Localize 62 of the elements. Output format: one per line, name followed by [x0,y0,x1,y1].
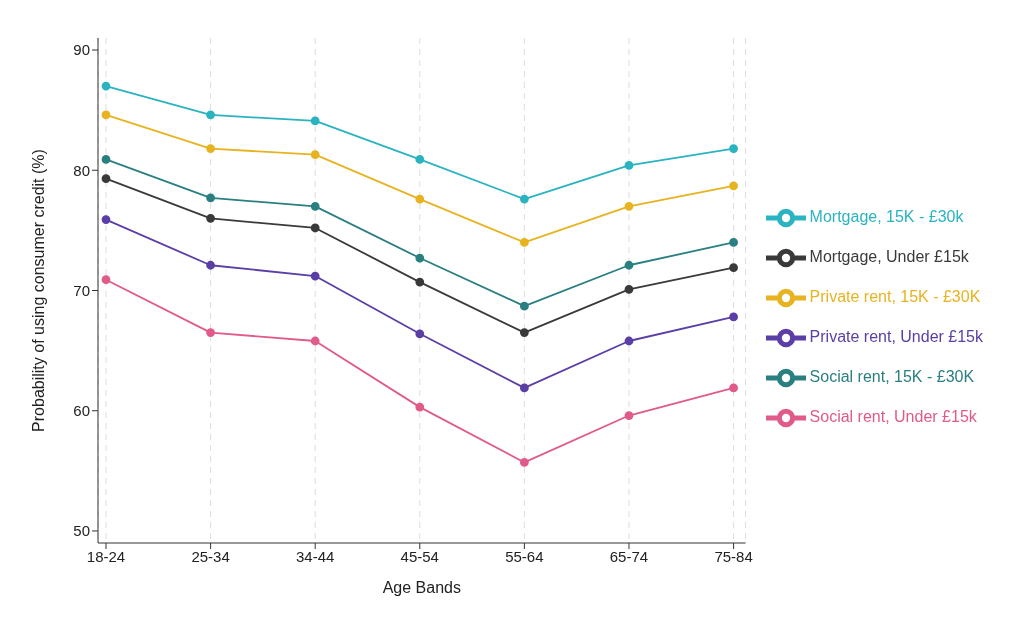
point [415,329,425,339]
point [729,238,738,247]
point [415,155,425,164]
y-tick-label: 80 [73,161,90,179]
point [310,150,320,160]
point [729,144,738,154]
legend-label: Social rent, Under £15k [809,408,977,426]
point [206,260,215,270]
x-tick-label: 34-44 [296,547,335,565]
point [729,383,738,393]
legend-label: Private rent, Under £15k [809,328,983,346]
point [310,201,320,211]
y-tick-label: 60 [73,402,90,420]
legend-label: Mortgage, Under £15k [809,248,969,266]
point [519,301,529,311]
point [729,312,738,322]
point [519,328,529,337]
point [310,271,320,281]
point [101,174,111,184]
y-tick-label: 50 [73,522,90,540]
x-tick-label: 45-54 [400,547,439,565]
point [206,110,215,120]
point [101,110,111,120]
point [101,215,111,224]
point [415,194,425,204]
point [206,193,215,203]
x-tick-label: 55-64 [505,547,544,565]
point [415,277,425,287]
legend-label: Social rent, 15K - £30K [809,368,975,386]
y-tick-label: 90 [73,41,90,59]
point [206,213,215,223]
legend-label: Mortgage, 15K - £30k [809,208,964,226]
point [310,336,320,346]
point [415,402,425,412]
point [206,328,215,337]
point [624,284,634,294]
legend-label: Private rent, 15K - £30K [809,288,981,306]
point [101,155,111,164]
point [310,223,320,233]
x-tick-label: 65-74 [609,547,649,565]
x-tick-label: 75-84 [714,547,753,565]
y-tick-label: 70 [73,281,90,299]
point [206,144,215,154]
point [519,383,529,393]
point [101,81,111,91]
x-tick-label: 25-34 [191,547,230,565]
y-axis-title: Probability of using consumer credit (%) [29,149,47,432]
point [729,181,738,191]
point [624,201,634,211]
point [624,411,634,420]
point [624,161,634,170]
point [310,116,320,126]
point [729,263,738,273]
x-axis-title: Age Bands [382,579,461,596]
point [415,253,425,263]
point [101,275,111,285]
point [624,336,634,346]
point [624,260,634,270]
point [519,194,529,204]
point [519,238,529,247]
x-tick-label: 18-24 [86,547,126,565]
point [519,458,529,467]
